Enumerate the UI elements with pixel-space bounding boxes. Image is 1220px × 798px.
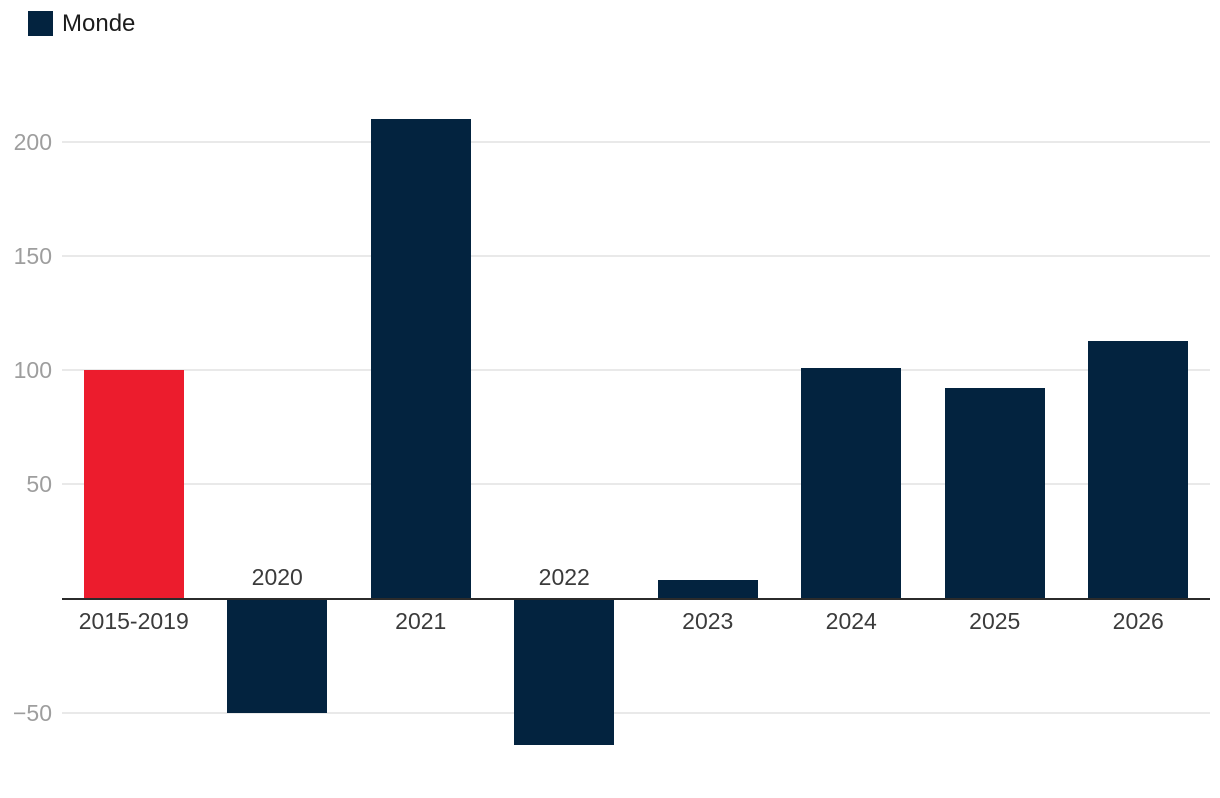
y-gridline-100 <box>62 369 1210 372</box>
y-tick-label-200: 200 <box>13 128 52 155</box>
y-tick-label-150: 150 <box>13 243 52 270</box>
legend-label: Monde <box>62 10 136 37</box>
bar-2020[interactable] <box>227 598 328 713</box>
bar-2021[interactable] <box>370 119 471 599</box>
x-axis-label-2025: 2025 <box>969 607 1021 634</box>
x-axis-label-2015-2019: 2015-2019 <box>78 607 189 634</box>
bar-2023[interactable] <box>657 580 758 599</box>
legend-swatch <box>28 11 53 36</box>
y-tick-label-100: 100 <box>13 357 52 384</box>
y-gridline-200 <box>62 140 1210 143</box>
y-gridline--50 <box>62 711 1210 714</box>
bar-2025[interactable] <box>944 388 1045 599</box>
x-axis-label-2022: 2022 <box>538 563 590 590</box>
y-gridline-50 <box>62 483 1210 486</box>
x-axis-label-2024: 2024 <box>825 607 877 634</box>
bar-2024[interactable] <box>801 367 902 599</box>
x-axis-label-2021: 2021 <box>395 607 447 634</box>
bar-2022[interactable] <box>514 598 615 745</box>
y-tick-label--50: −50 <box>12 699 52 726</box>
legend: Monde <box>28 11 135 36</box>
y-tick-label-50: 50 <box>26 471 52 498</box>
bar-2015-2019[interactable] <box>83 370 184 599</box>
bar-2026[interactable] <box>1088 340 1189 599</box>
x-axis-label-2023: 2023 <box>682 607 734 634</box>
y-gridline-150 <box>62 255 1210 258</box>
x-axis-line <box>62 597 1210 600</box>
x-axis-label-2020: 2020 <box>251 563 303 590</box>
x-axis-label-2026: 2026 <box>1112 607 1164 634</box>
